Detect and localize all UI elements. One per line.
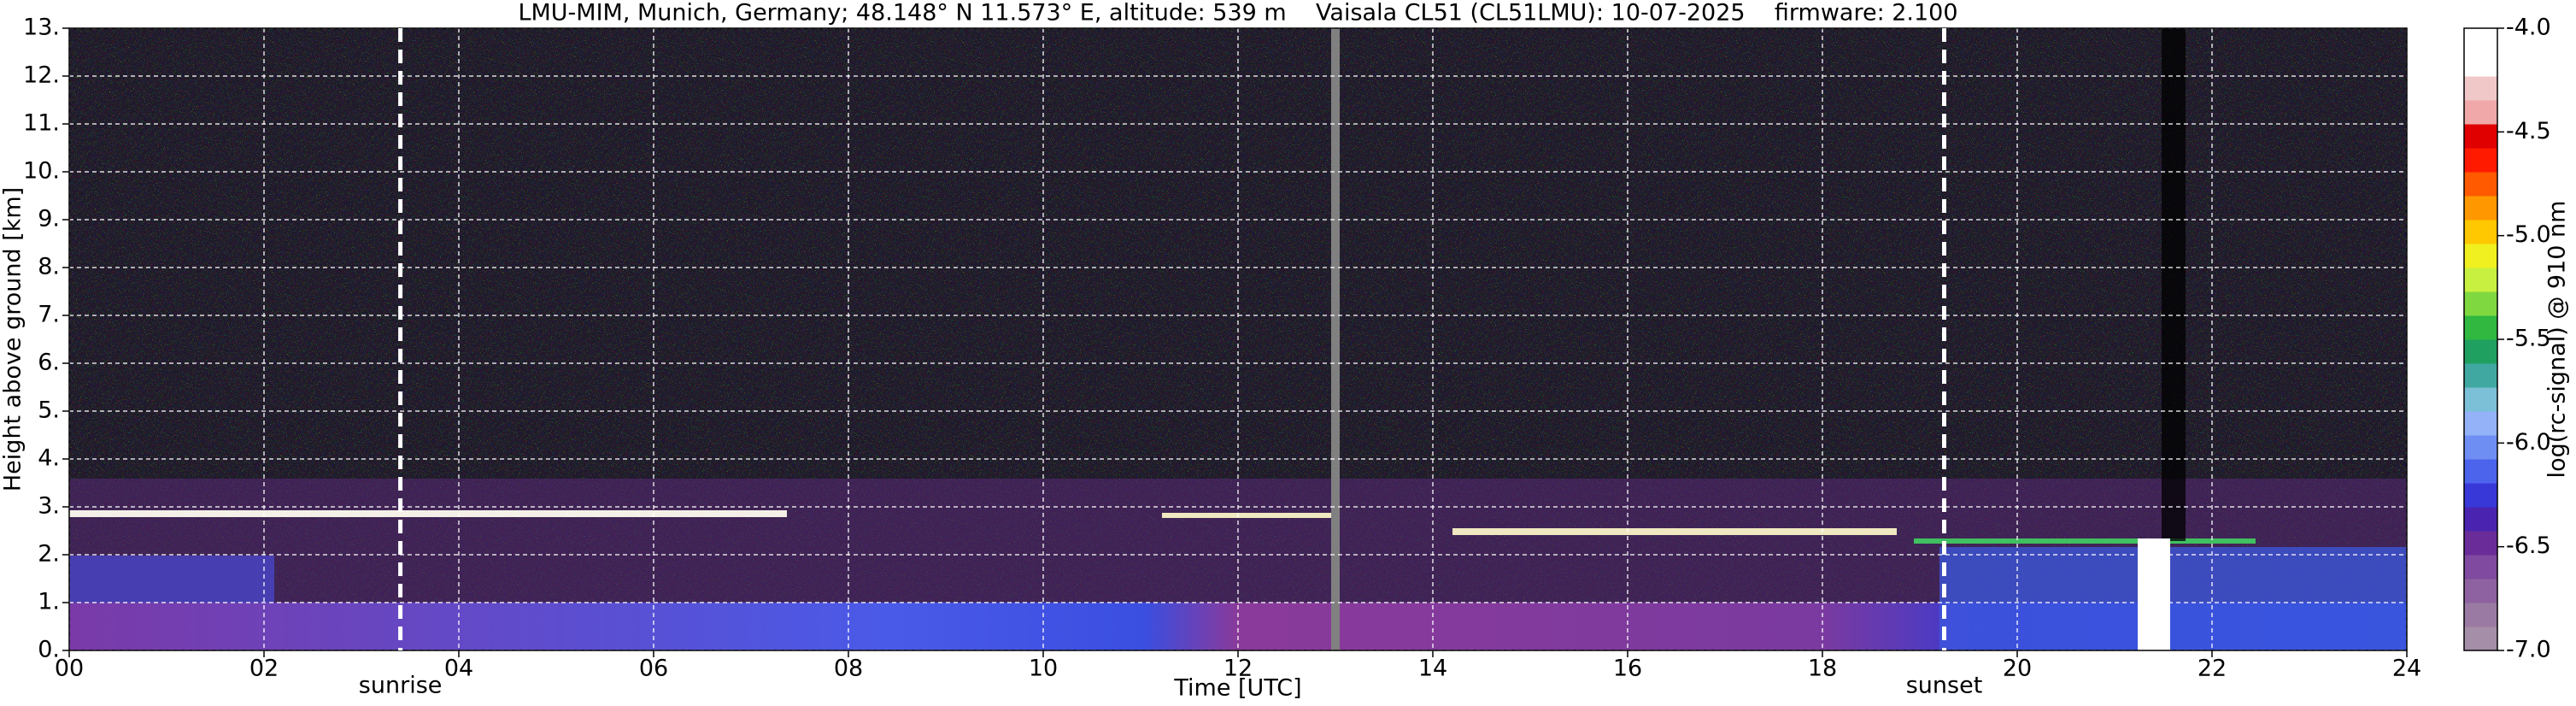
colorbar-tick-label: -5.5 — [2506, 326, 2551, 352]
cloud-layer — [1162, 513, 1333, 518]
colorbar-swatch — [2464, 100, 2497, 125]
event-label: sunrise — [359, 673, 443, 699]
cloud-layer — [1452, 528, 1897, 535]
y-tick-label: 8. — [38, 254, 60, 280]
colorbar-swatch — [2464, 315, 2497, 340]
y-tick-label: 9. — [38, 206, 60, 232]
colorbar-swatch — [2464, 52, 2497, 77]
x-tick-label: 14 — [1418, 656, 1447, 682]
cloud-layer — [69, 510, 787, 517]
y-tick-label: 12. — [23, 62, 60, 89]
colorbar-swatch — [2464, 459, 2497, 484]
colorbar-swatch — [2464, 124, 2497, 149]
colorbar-swatch — [2464, 627, 2497, 651]
x-tick-label: 24 — [2392, 656, 2421, 682]
y-tick-label: 2. — [38, 541, 60, 568]
colorbar-swatch — [2464, 435, 2497, 460]
colorbar-tick-label: -6.5 — [2506, 532, 2551, 559]
colorbar-swatch — [2464, 555, 2497, 580]
y-tick-label: 7. — [38, 302, 60, 328]
x-tick-label: 18 — [1808, 656, 1837, 682]
y-tick-label: 13. — [23, 15, 60, 41]
colorbar-tick-label: -4.0 — [2506, 15, 2551, 41]
colorbar-label: log(rc-signal) @ 910 nm — [2544, 201, 2571, 479]
cloud-base — [2138, 538, 2170, 650]
y-tick-label: 3. — [38, 493, 60, 520]
colorbar-swatch — [2464, 531, 2497, 556]
x-tick-label: 06 — [639, 656, 668, 682]
cloud-layer — [1914, 538, 2256, 544]
x-tick-label: 20 — [2003, 656, 2032, 682]
colorbar-swatch — [2464, 579, 2497, 603]
cloud-shadow — [2162, 28, 2186, 541]
colorbar-swatch — [2464, 244, 2497, 268]
x-tick-label: 00 — [55, 656, 84, 682]
colorbar-tick-label: -6.0 — [2506, 429, 2551, 456]
y-tick-label: 5. — [38, 397, 60, 424]
colorbar-swatch — [2464, 363, 2497, 388]
x-tick-label: 10 — [1029, 656, 1058, 682]
y-tick-label: 4. — [38, 445, 60, 472]
x-tick-label: 22 — [2198, 656, 2227, 682]
event-label: sunset — [1906, 673, 1983, 699]
colorbar-swatch — [2464, 483, 2497, 508]
colorbar-swatch — [2464, 268, 2497, 292]
colorbar-swatch — [2464, 196, 2497, 221]
colorbar-tick-label: -4.5 — [2506, 118, 2551, 144]
colorbar-tick-label: -5.0 — [2506, 221, 2551, 248]
boundary-layer — [69, 556, 274, 603]
y-tick-label: 10. — [23, 158, 60, 185]
colorbar-swatch — [2464, 603, 2497, 627]
boundary-layer — [1939, 547, 2407, 650]
colorbar-swatch — [2464, 28, 2497, 53]
y-tick-label: 1. — [38, 589, 60, 615]
colorbar-swatch — [2464, 411, 2497, 436]
y-tick-label: 11. — [23, 110, 60, 137]
y-axis-label: Height above ground [km] — [0, 187, 26, 491]
x-tick-label: 12 — [1223, 656, 1253, 682]
colorbar-swatch — [2464, 339, 2497, 364]
x-tick-label: 08 — [834, 656, 863, 682]
plot-frame — [68, 27, 2408, 651]
y-tick-label: 0. — [38, 637, 60, 663]
x-tick-label: 16 — [1613, 656, 1642, 682]
x-tick-label: 02 — [249, 656, 279, 682]
chart-title: LMU-MIM, Munich, Germany; 48.148° N 11.5… — [518, 0, 1957, 26]
colorbar-swatch — [2464, 172, 2497, 197]
x-axis-label: Time [UTC] — [1173, 675, 1301, 702]
colorbar-swatch — [2464, 291, 2497, 316]
colorbar-tick-label: -7.0 — [2506, 637, 2551, 663]
data-gap — [1331, 28, 1340, 650]
colorbar-swatch — [2464, 507, 2497, 532]
colorbar-swatch — [2464, 76, 2497, 101]
colorbar-swatch — [2464, 220, 2497, 244]
colorbar-swatch — [2464, 148, 2497, 173]
y-tick-label: 6. — [38, 350, 60, 376]
x-tick-label: 04 — [444, 656, 473, 682]
colorbar-swatch — [2464, 387, 2497, 412]
